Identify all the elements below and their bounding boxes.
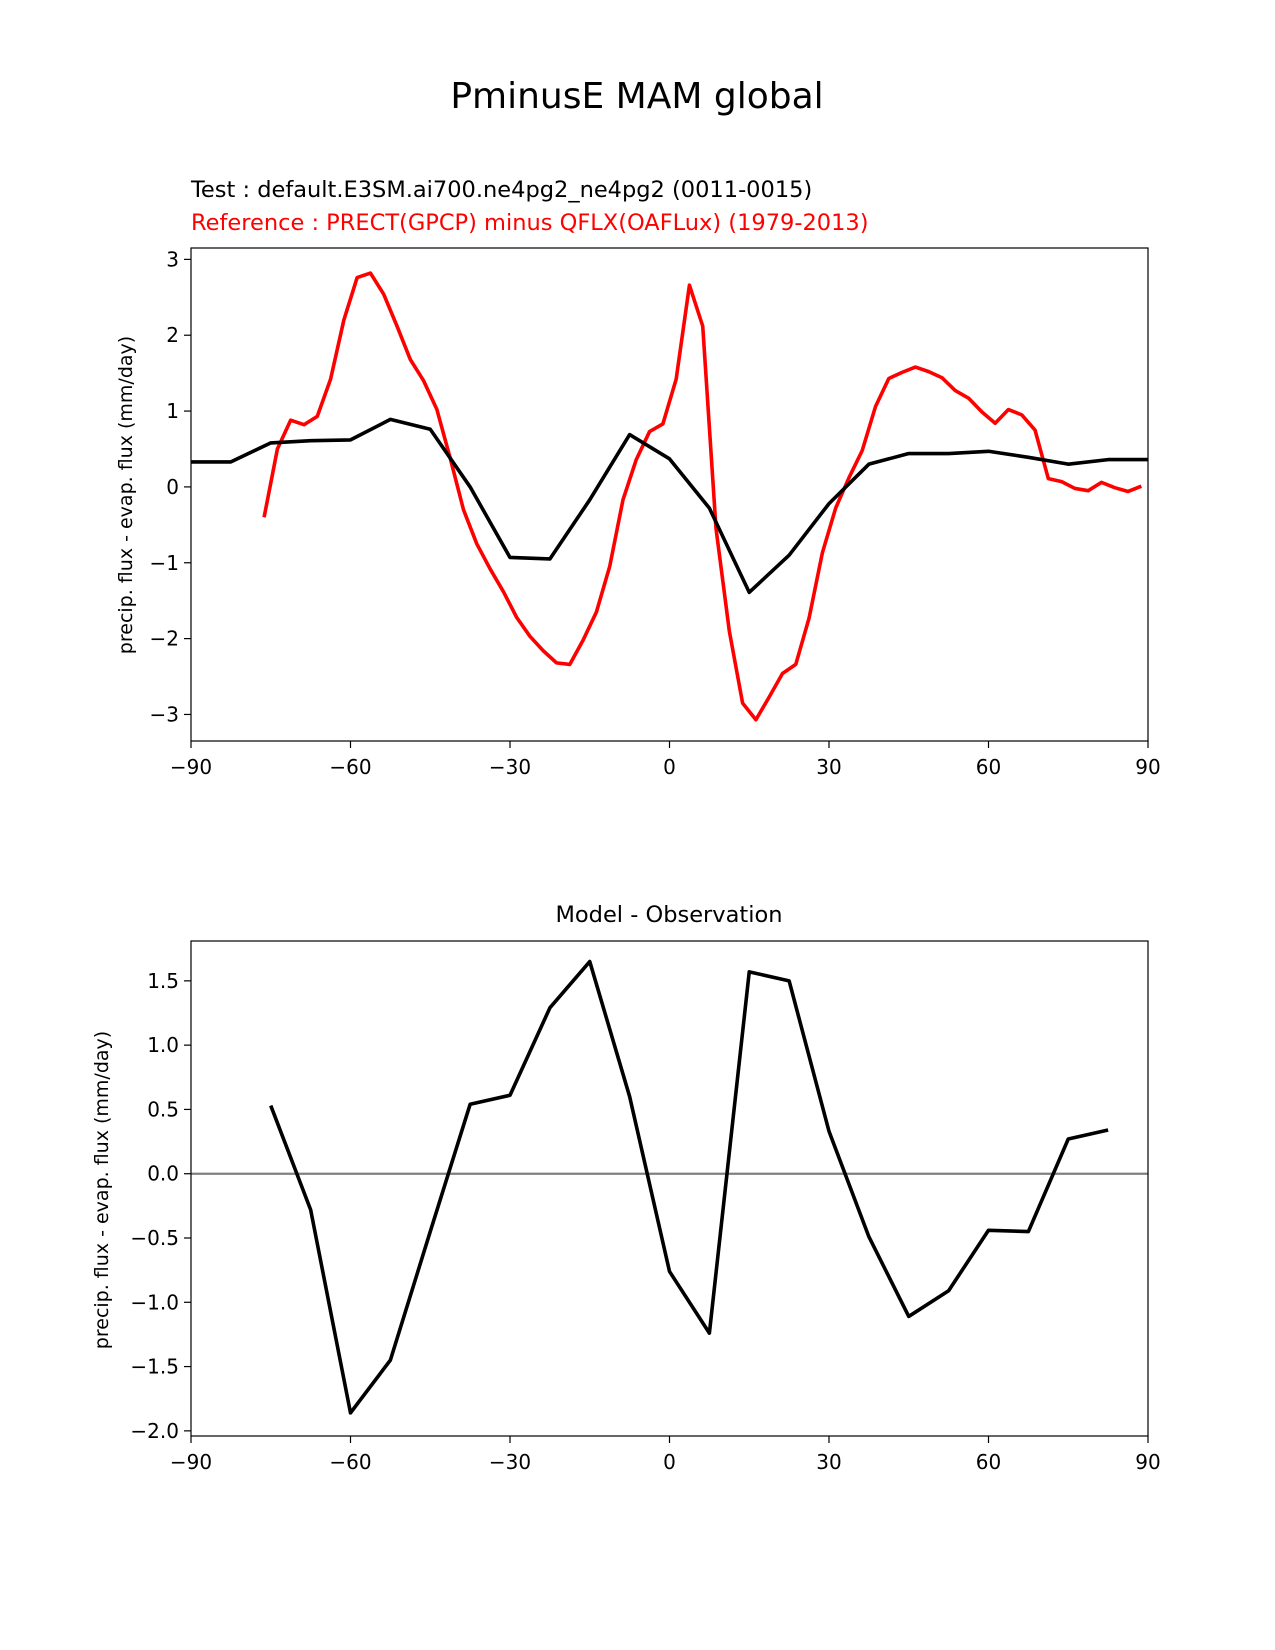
- top-y-tick-label: 1: [166, 399, 179, 423]
- bottom-plot-area: −90 −60 −30 0 30 60 90 −2.0 −1.5 −1.0 −0.5 0.0 0.5 1.…: [130, 940, 1161, 1474]
- top-y-tick-label: 0: [166, 475, 179, 499]
- bottom-y-tick-label: 0.5: [147, 1097, 179, 1121]
- top-y-tick-label: 3: [166, 247, 179, 271]
- bottom-x-tick-label: −90: [170, 1450, 212, 1474]
- bottom-x-tick-label: 90: [1135, 1450, 1160, 1474]
- top-panel: Test : default.E3SM.ai700.ne4pg2_ne4pg2 …: [115, 177, 1161, 779]
- bottom-x-tick-label: 0: [663, 1450, 676, 1474]
- top-x-tick-label: −30: [489, 755, 531, 779]
- bottom-y-tick-label: −0.5: [130, 1226, 179, 1250]
- bottom-y-tick-label: 0.0: [147, 1162, 179, 1186]
- top-x-tick-label: 90: [1135, 755, 1160, 779]
- bottom-y-tick-label: 1.5: [147, 969, 179, 993]
- top-y-tick-label: −2: [150, 627, 179, 651]
- top-x-tick-label: −60: [329, 755, 371, 779]
- reference-title: Reference : PRECT(GPCP) minus QFLX(OAFLu…: [191, 210, 868, 236]
- top-x-tick-label: 60: [976, 755, 1001, 779]
- bottom-y-tick-label: −1.5: [130, 1355, 179, 1379]
- test-series-line: [191, 417, 1148, 595]
- reference-series-line: [262, 271, 1143, 722]
- top-y-axis-label: precip. flux - evap. flux (mm/day): [115, 336, 137, 654]
- bottom-x-tick-label: −60: [329, 1450, 371, 1474]
- top-x-tick-label: −90: [170, 755, 212, 779]
- bottom-x-tick-label: −30: [489, 1450, 531, 1474]
- bottom-x-tick-label: 60: [976, 1450, 1001, 1474]
- bottom-x-tick-label: 30: [816, 1450, 841, 1474]
- bottom-panel: Model - Observation precip. flux - evap.…: [91, 902, 1161, 1474]
- top-y-tick-label: 2: [166, 323, 179, 347]
- top-y-tick-label: −1: [150, 551, 179, 575]
- top-y-tick-label: −3: [150, 702, 179, 726]
- test-title: Test : default.E3SM.ai700.ne4pg2_ne4pg2 …: [190, 177, 812, 203]
- difference-title: Model - Observation: [556, 902, 783, 928]
- bottom-y-tick-label: 1.0: [147, 1033, 179, 1057]
- bottom-y-axis-label: precip. flux - evap. flux (mm/day): [91, 1031, 113, 1349]
- top-plot-area: −90 −60 −30 0 30 60 90 −3 −2 −1 0 1 2 3: [150, 247, 1161, 779]
- bottom-y-tick-label: −1.0: [130, 1290, 179, 1314]
- difference-series-line: [269, 959, 1109, 1415]
- figure-title: PminusE MAM global: [450, 76, 823, 117]
- top-x-tick-label: 30: [816, 755, 841, 779]
- top-x-tick-label: 0: [663, 755, 676, 779]
- bottom-y-tick-label: −2.0: [130, 1419, 179, 1443]
